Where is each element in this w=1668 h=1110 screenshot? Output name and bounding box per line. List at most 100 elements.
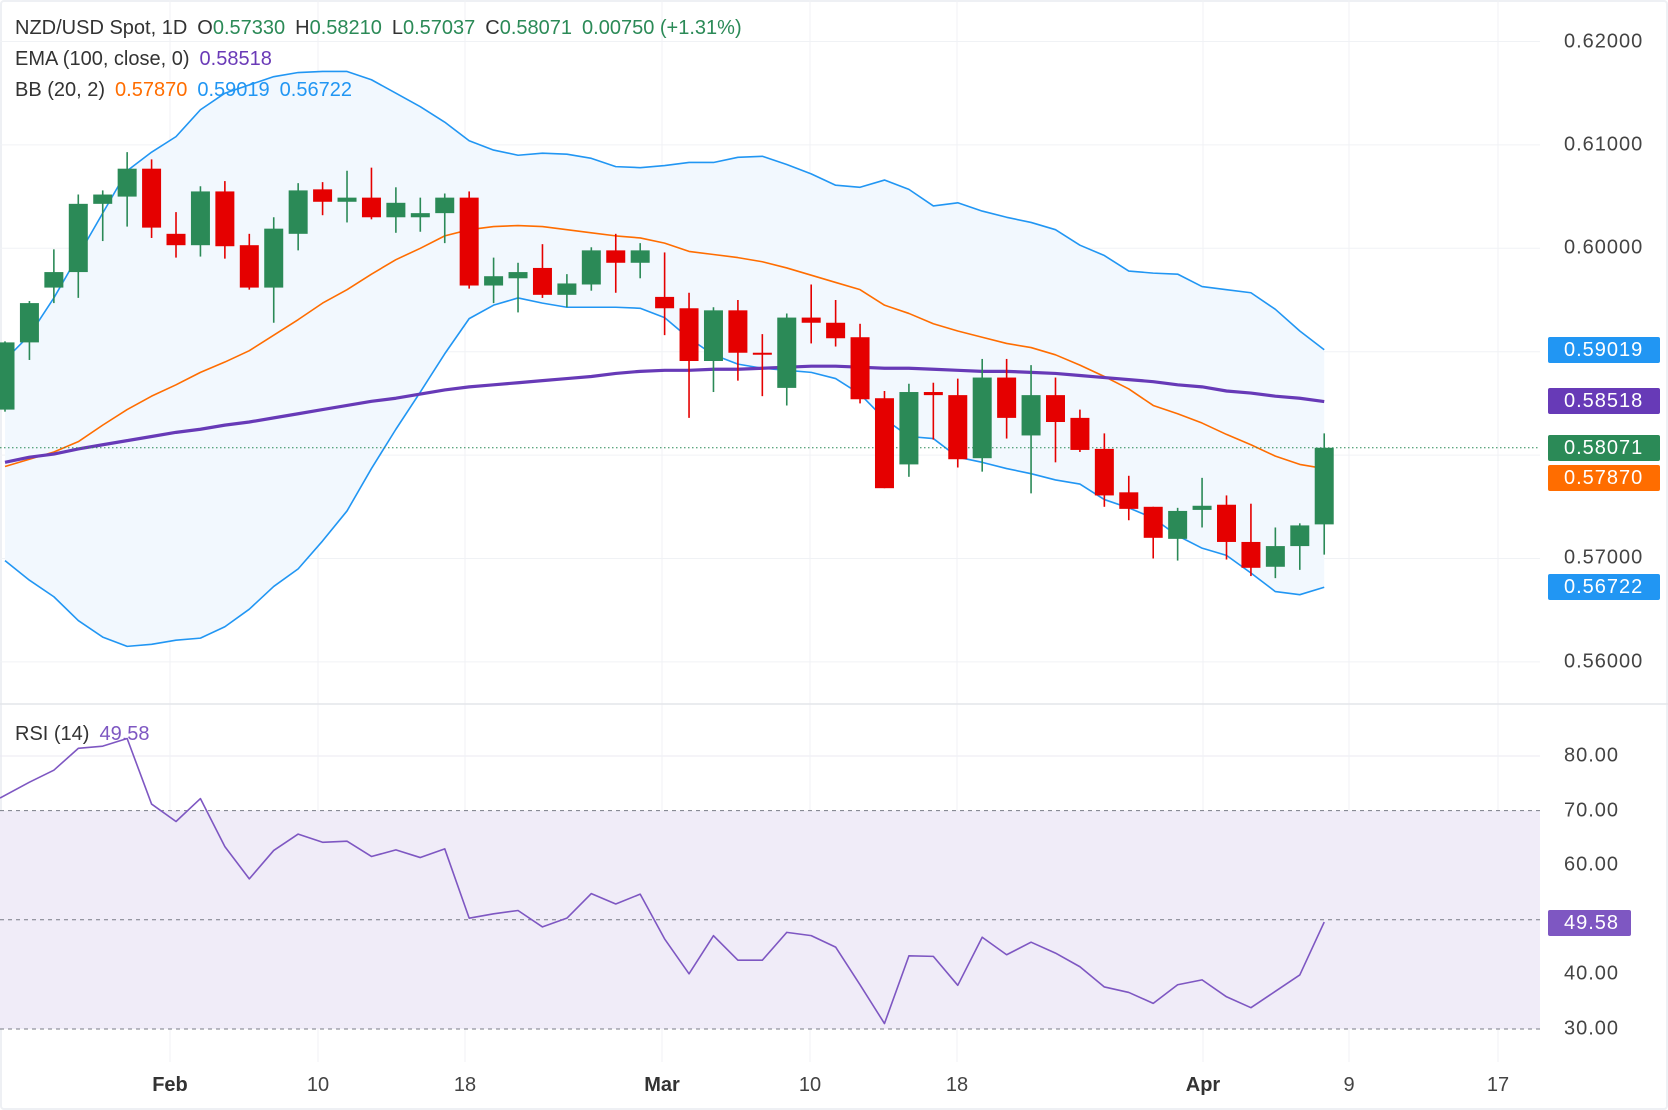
rsi-tick: 40.00 — [1564, 962, 1620, 985]
rsi-tick: 80.00 — [1564, 744, 1620, 767]
high-label: H — [295, 17, 310, 39]
date-tick: 10 — [306, 1074, 330, 1096]
candle-body-up — [1290, 525, 1310, 547]
bb-label: BB (20, 2) — [15, 79, 106, 101]
candle-body-up — [508, 272, 528, 279]
candle-body-down — [361, 197, 381, 218]
date-tick: Feb — [152, 1074, 188, 1096]
bb-upper-line — [4, 70, 1325, 361]
rsi-line — [0, 737, 1325, 1025]
candle-body-up — [1021, 395, 1041, 436]
bb-lower-badge: 0.56722 — [1548, 574, 1660, 600]
candle-body-up — [703, 310, 723, 362]
close-label: C — [485, 17, 500, 39]
candle-body-down — [1119, 492, 1139, 509]
bb-basis-value: 0.57870 — [115, 79, 188, 101]
price-tick: 0.62000 — [1564, 30, 1644, 52]
candle-body-up — [1265, 546, 1285, 567]
candle-body-up — [0, 342, 15, 410]
candle-body-down — [239, 245, 259, 288]
candle-body-down — [215, 191, 235, 247]
bb-upper-badge: 0.59019 — [1548, 337, 1660, 363]
symbol-legend: NZD/USD Spot, 1D O0.57330 H0.58210 L0.57037… — [15, 17, 752, 40]
candle-body-down — [997, 377, 1017, 418]
candle-body-up — [1314, 447, 1334, 525]
rsi-tick: 60.00 — [1564, 853, 1620, 876]
rsi-legend[interactable]: RSI (14) 49.58 — [15, 723, 160, 746]
rsi-badge: 49.58 — [1548, 910, 1631, 936]
price-tick: 0.57000 — [1564, 546, 1644, 569]
candle-body-up — [972, 377, 992, 459]
candle-body-down — [1241, 541, 1261, 568]
candle-body-down — [679, 308, 699, 362]
candle-body-up — [630, 250, 650, 263]
bb-fill — [5, 71, 1325, 647]
candle-body-up — [117, 168, 137, 197]
open-label: O — [197, 17, 213, 39]
price-tick: 0.61000 — [1564, 133, 1644, 156]
candle-body-down — [606, 250, 626, 263]
date-tick: 18 — [945, 1074, 969, 1096]
date-tick: 18 — [453, 1074, 477, 1096]
rsi-tick: 30.00 — [1564, 1017, 1620, 1040]
candle-body-up — [190, 191, 210, 246]
change-value: 0.00750 (+1.31%) — [582, 17, 742, 39]
bb-basis-badge: 0.57870 — [1548, 465, 1660, 491]
candle-body-down — [313, 189, 333, 202]
rsi-legend-value: 49.58 — [99, 723, 150, 745]
candle-body-up — [777, 317, 797, 388]
candle-body-down — [948, 395, 968, 460]
candle-body-up — [44, 272, 64, 288]
rsi-tick: 70.00 — [1564, 799, 1620, 821]
candle-body-down — [532, 267, 552, 295]
candle-body-up — [19, 303, 39, 343]
bb-upper-value: 0.59019 — [197, 79, 270, 101]
candle-body-down — [655, 296, 675, 309]
candle-body-down — [850, 337, 870, 400]
candle-body-up — [1192, 505, 1212, 510]
candle-body-down — [801, 317, 821, 323]
candle-body-up — [386, 202, 406, 218]
candle-body-down — [1070, 417, 1090, 450]
candle-body-up — [1168, 510, 1188, 539]
candle-body-down — [459, 197, 479, 286]
bb-legend[interactable]: BB (20, 2) 0.57870 0.59019 0.56722 — [15, 79, 362, 102]
candle-body-down — [1143, 506, 1163, 538]
date-tick: 10 — [798, 1074, 822, 1096]
candle-body-down — [142, 168, 162, 228]
candle-body-up — [557, 283, 577, 295]
candle-body-up — [288, 190, 308, 234]
close-value: 0.58071 — [499, 17, 573, 39]
candle-body-up — [899, 392, 919, 465]
open-value: 0.57330 — [212, 17, 286, 39]
close-price-badge: 0.58071 — [1548, 435, 1660, 461]
candle-body-up — [93, 194, 113, 204]
candle-body-up — [581, 250, 601, 285]
low-value: 0.57037 — [403, 17, 476, 39]
candle-body-up — [337, 197, 357, 202]
date-tick: 9 — [1343, 1074, 1355, 1096]
price-tick: 0.56000 — [1564, 650, 1644, 673]
candle-body-down — [1045, 395, 1065, 423]
symbol-title: NZD/USD Spot, 1D — [15, 17, 188, 39]
ema-badge: 0.58518 — [1548, 388, 1660, 414]
candle-body-down — [1217, 504, 1236, 542]
candle-body-up — [264, 228, 284, 288]
high-value: 0.58210 — [309, 17, 382, 39]
candle-body-down — [923, 392, 943, 396]
bb-lower-value: 0.56722 — [279, 79, 352, 101]
candle-body-down — [752, 352, 772, 355]
rsi-label: RSI (14) — [15, 723, 90, 745]
candle-body-up — [410, 213, 430, 218]
candle-body-down — [826, 322, 846, 339]
date-tick: 17 — [1486, 1074, 1510, 1096]
candle-body-down — [728, 310, 748, 353]
candle-body-up — [68, 203, 88, 273]
low-label: L — [391, 17, 403, 39]
candle-body-up — [484, 276, 504, 286]
ema-legend[interactable]: EMA (100, close, 0) 0.58518 — [15, 48, 282, 71]
candle-body-down — [874, 398, 894, 489]
ema-label: EMA (100, close, 0) — [15, 48, 190, 70]
